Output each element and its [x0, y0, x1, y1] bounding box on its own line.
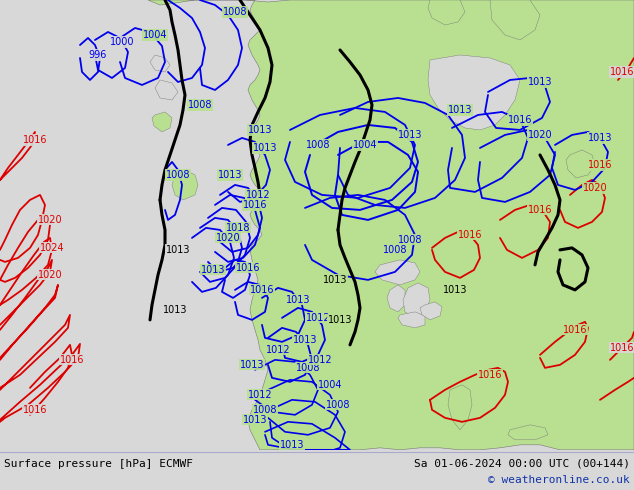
Text: 1016: 1016 — [458, 230, 482, 240]
Polygon shape — [403, 283, 430, 318]
Polygon shape — [420, 302, 442, 320]
Text: 1016: 1016 — [478, 370, 502, 380]
Text: 1013: 1013 — [293, 335, 317, 345]
Text: 1008: 1008 — [188, 100, 212, 110]
Text: 1004: 1004 — [353, 140, 377, 150]
Text: © weatheronline.co.uk: © weatheronline.co.uk — [488, 475, 630, 485]
Text: 1008: 1008 — [383, 245, 407, 255]
Text: 1013: 1013 — [165, 245, 190, 255]
Text: 1016: 1016 — [610, 343, 634, 353]
Text: 1008: 1008 — [253, 405, 277, 415]
Text: 1016: 1016 — [243, 200, 268, 210]
Text: Sa 01-06-2024 00:00 UTC (00+144): Sa 01-06-2024 00:00 UTC (00+144) — [414, 459, 630, 469]
Polygon shape — [387, 285, 405, 312]
Polygon shape — [398, 312, 425, 328]
Polygon shape — [448, 385, 472, 430]
Text: 1016: 1016 — [527, 205, 552, 215]
Text: 1016: 1016 — [236, 263, 260, 273]
Text: 1018: 1018 — [226, 223, 250, 233]
Text: 1016: 1016 — [60, 355, 84, 365]
Text: 1013: 1013 — [248, 125, 272, 135]
Text: 1012: 1012 — [246, 190, 270, 200]
Text: 1012: 1012 — [248, 390, 273, 400]
Text: 1013: 1013 — [253, 143, 277, 153]
Text: 1008: 1008 — [326, 400, 350, 410]
Text: 1013: 1013 — [163, 305, 187, 315]
Polygon shape — [490, 0, 540, 40]
Text: 1020: 1020 — [37, 215, 62, 225]
Text: 1016: 1016 — [23, 135, 48, 145]
Polygon shape — [172, 170, 198, 200]
Text: 1013: 1013 — [448, 105, 472, 115]
Polygon shape — [155, 80, 178, 100]
Text: 1008: 1008 — [295, 363, 320, 373]
Text: 1020: 1020 — [583, 183, 607, 193]
Text: 1016: 1016 — [610, 67, 634, 77]
Text: 1000: 1000 — [110, 37, 134, 47]
Text: 1013: 1013 — [527, 77, 552, 87]
Text: 1012: 1012 — [307, 355, 332, 365]
Text: 1016: 1016 — [563, 325, 587, 335]
Text: Surface pressure [hPa] ECMWF: Surface pressure [hPa] ECMWF — [4, 459, 193, 469]
Text: 1013: 1013 — [588, 133, 612, 143]
Text: 1013: 1013 — [328, 315, 353, 325]
Text: 1016: 1016 — [250, 285, 275, 295]
Text: 1024: 1024 — [40, 243, 64, 253]
Text: 1013: 1013 — [217, 170, 242, 180]
Text: 1013: 1013 — [280, 440, 304, 450]
Polygon shape — [566, 150, 595, 178]
Polygon shape — [428, 0, 465, 25]
Text: 1004: 1004 — [318, 380, 342, 390]
Text: 1008: 1008 — [223, 7, 247, 17]
Text: 1013: 1013 — [243, 415, 268, 425]
Text: 1013: 1013 — [398, 130, 422, 140]
Text: 1008: 1008 — [306, 140, 330, 150]
Text: 1013: 1013 — [286, 295, 310, 305]
Text: 1016: 1016 — [588, 160, 612, 170]
Text: 1004: 1004 — [143, 30, 167, 40]
Polygon shape — [152, 112, 172, 132]
Text: 1020: 1020 — [37, 270, 62, 280]
Polygon shape — [375, 260, 420, 285]
Polygon shape — [150, 55, 170, 72]
Text: 1020: 1020 — [216, 233, 240, 243]
Text: 1008: 1008 — [398, 235, 422, 245]
Text: 1012: 1012 — [266, 345, 290, 355]
Text: 1020: 1020 — [527, 130, 552, 140]
Text: 1016: 1016 — [508, 115, 533, 125]
Polygon shape — [428, 55, 520, 130]
Text: 1012: 1012 — [306, 313, 330, 323]
Text: 1016: 1016 — [23, 405, 48, 415]
Text: 1013: 1013 — [323, 275, 347, 285]
Text: 996: 996 — [89, 50, 107, 60]
Text: 1013: 1013 — [201, 265, 225, 275]
Polygon shape — [148, 0, 634, 450]
Polygon shape — [508, 425, 548, 440]
Text: 1013: 1013 — [240, 360, 264, 370]
Text: 1008: 1008 — [165, 170, 190, 180]
Text: 1013: 1013 — [443, 285, 467, 295]
